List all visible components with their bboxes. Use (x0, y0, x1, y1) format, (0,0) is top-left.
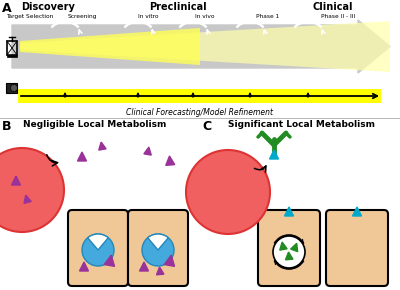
Circle shape (142, 234, 174, 266)
FancyBboxPatch shape (128, 210, 188, 286)
FancyBboxPatch shape (326, 210, 388, 286)
Polygon shape (270, 150, 278, 159)
Polygon shape (144, 147, 151, 155)
Text: Negligible Local Metabolism: Negligible Local Metabolism (23, 120, 167, 129)
Bar (7, 41, 17, 55)
Polygon shape (80, 262, 88, 271)
Text: Screening: Screening (67, 14, 97, 19)
Polygon shape (286, 252, 293, 260)
Circle shape (82, 234, 114, 266)
Text: In vivo: In vivo (195, 14, 215, 19)
Text: Phase II - III: Phase II - III (321, 14, 355, 19)
Polygon shape (280, 242, 287, 250)
Bar (6, 83, 17, 93)
Polygon shape (12, 176, 20, 185)
Polygon shape (291, 243, 298, 252)
Circle shape (273, 236, 305, 268)
Polygon shape (284, 207, 294, 216)
Polygon shape (166, 156, 175, 165)
Wedge shape (88, 234, 108, 250)
Circle shape (0, 148, 64, 232)
Text: Clinical: Clinical (313, 2, 353, 12)
Bar (7, 55, 17, 57)
Polygon shape (104, 255, 114, 266)
Text: B: B (2, 120, 12, 133)
Text: C: C (202, 120, 211, 133)
FancyBboxPatch shape (258, 210, 320, 286)
Polygon shape (20, 21, 390, 72)
Polygon shape (12, 20, 390, 73)
Text: Discovery: Discovery (21, 2, 75, 12)
Text: Preclinical: Preclinical (149, 2, 207, 12)
Polygon shape (164, 255, 174, 266)
Polygon shape (99, 142, 106, 150)
Polygon shape (352, 207, 362, 216)
Text: Target Selection: Target Selection (6, 14, 54, 19)
Bar (18, 89, 381, 103)
Text: Clinical Forecasting/Model Refinement: Clinical Forecasting/Model Refinement (126, 108, 274, 117)
Polygon shape (140, 262, 148, 271)
Circle shape (10, 84, 18, 92)
Polygon shape (24, 195, 31, 203)
Polygon shape (156, 267, 164, 275)
FancyBboxPatch shape (68, 210, 128, 286)
Text: Phase 1: Phase 1 (256, 14, 280, 19)
Circle shape (186, 150, 270, 234)
Text: Significant Local Metabolism: Significant Local Metabolism (228, 120, 376, 129)
Polygon shape (78, 152, 86, 161)
Wedge shape (148, 234, 168, 250)
Polygon shape (20, 28, 200, 65)
Text: In vitro: In vitro (138, 14, 158, 19)
Text: A: A (2, 2, 12, 15)
